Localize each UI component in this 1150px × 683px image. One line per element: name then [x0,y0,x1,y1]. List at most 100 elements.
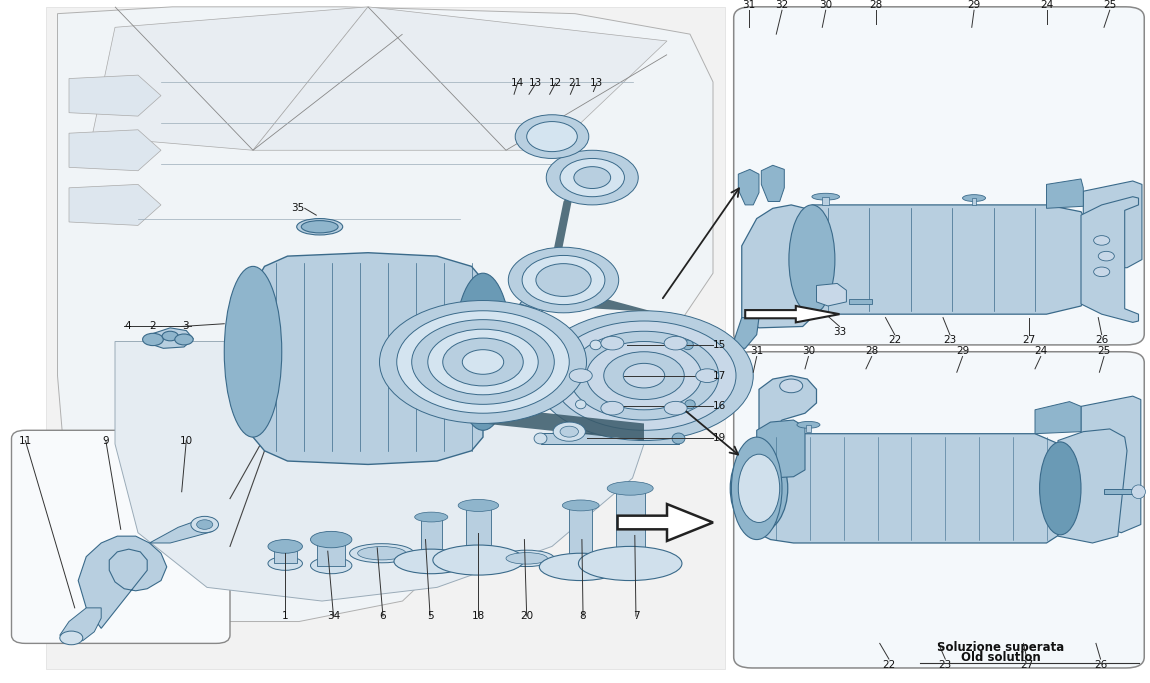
Circle shape [560,426,578,437]
Circle shape [191,516,218,533]
Circle shape [560,158,624,197]
Text: 25: 25 [1097,346,1111,356]
Text: 12: 12 [549,79,562,88]
Text: 19: 19 [713,434,727,443]
Circle shape [569,369,592,382]
Ellipse shape [534,433,547,444]
Polygon shape [150,519,213,543]
Ellipse shape [797,421,820,428]
Circle shape [508,247,619,313]
Polygon shape [69,75,161,116]
Circle shape [443,338,523,386]
Polygon shape [46,7,724,669]
Circle shape [601,336,624,350]
Polygon shape [757,434,1060,543]
Circle shape [380,301,586,423]
Ellipse shape [1132,485,1145,499]
Text: 26: 26 [1095,335,1109,345]
Polygon shape [483,406,644,441]
Ellipse shape [812,193,840,200]
Text: 30: 30 [819,0,833,10]
Text: 13: 13 [529,79,543,88]
Polygon shape [849,299,872,304]
Polygon shape [253,7,667,150]
Polygon shape [734,318,759,348]
Text: 30: 30 [802,346,815,356]
Ellipse shape [268,557,302,570]
Circle shape [600,402,623,415]
Ellipse shape [506,553,547,564]
Circle shape [780,379,803,393]
Text: 23: 23 [943,335,957,345]
Text: 1: 1 [282,611,289,621]
Text: 28: 28 [869,0,883,10]
Bar [540,433,678,444]
Ellipse shape [458,499,499,512]
Circle shape [569,331,719,420]
Polygon shape [575,294,650,311]
Bar [466,505,491,560]
Polygon shape [58,7,713,622]
Ellipse shape [731,437,782,540]
Bar [586,372,702,380]
Text: 4: 4 [124,322,131,331]
Polygon shape [92,7,368,150]
Polygon shape [759,376,816,434]
Bar [1104,489,1136,494]
Ellipse shape [454,273,512,430]
Text: 24: 24 [1040,0,1053,10]
Ellipse shape [730,444,788,533]
Ellipse shape [590,340,601,350]
Circle shape [428,329,538,395]
Text: 25: 25 [1103,0,1117,10]
Text: 28: 28 [865,346,879,356]
FancyBboxPatch shape [12,430,230,643]
Text: 29: 29 [967,0,981,10]
Ellipse shape [684,400,696,408]
Circle shape [162,331,178,341]
Circle shape [552,321,736,430]
Ellipse shape [963,195,986,201]
Text: 26: 26 [1094,660,1107,669]
Text: 3: 3 [182,322,189,331]
Text: 31: 31 [742,0,756,10]
FancyBboxPatch shape [734,352,1144,668]
Bar [822,197,829,205]
Text: 29: 29 [956,346,969,356]
Ellipse shape [310,557,352,574]
Circle shape [515,115,589,158]
Bar [421,517,442,561]
Ellipse shape [562,500,599,511]
Bar [596,340,688,350]
Text: 31: 31 [750,346,764,356]
Polygon shape [69,184,161,225]
Text: 35: 35 [291,204,305,213]
Circle shape [412,320,554,404]
Polygon shape [1081,396,1141,533]
Bar [317,540,345,566]
Ellipse shape [358,546,406,560]
Circle shape [197,520,213,529]
Polygon shape [618,504,713,541]
Bar [274,546,297,563]
Polygon shape [745,306,840,322]
Text: 27: 27 [1020,660,1034,669]
Polygon shape [1035,402,1081,434]
Polygon shape [1046,179,1083,208]
Ellipse shape [415,512,447,522]
Text: 13: 13 [590,79,604,88]
Bar [806,425,811,432]
Circle shape [527,122,577,152]
FancyBboxPatch shape [734,7,1144,345]
Polygon shape [757,420,805,478]
Ellipse shape [697,372,706,380]
Text: 14: 14 [511,79,524,88]
Polygon shape [253,253,483,464]
Circle shape [623,363,665,388]
Text: 34: 34 [327,611,340,621]
Ellipse shape [350,544,414,563]
Polygon shape [78,536,167,628]
Polygon shape [520,287,569,309]
Text: 33: 33 [833,327,846,337]
Ellipse shape [578,546,682,581]
